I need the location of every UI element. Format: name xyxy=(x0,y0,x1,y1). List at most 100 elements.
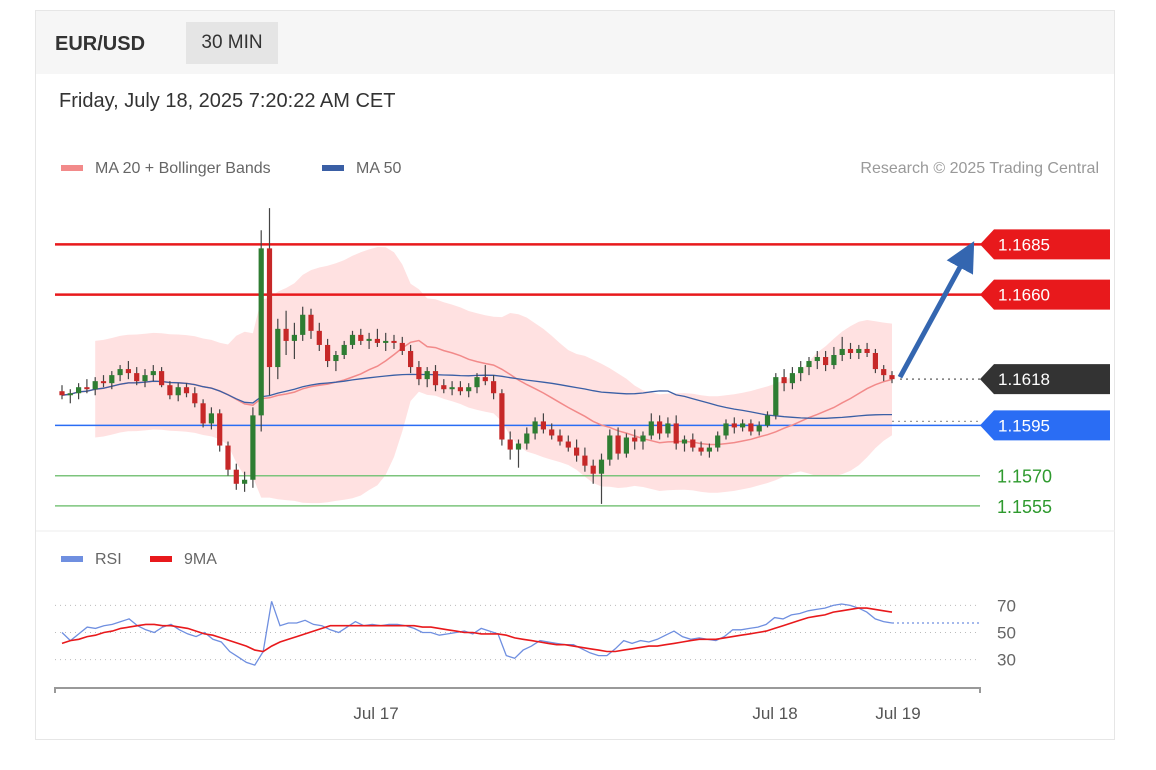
rsi-tick-label: 30 xyxy=(997,651,1016,670)
candle-body xyxy=(881,369,887,376)
candle-body xyxy=(507,439,513,450)
candle-body xyxy=(690,439,696,448)
candle-body xyxy=(374,338,380,343)
candle-body xyxy=(491,381,497,394)
candle xyxy=(823,350,829,372)
candle xyxy=(283,310,289,355)
candle-body xyxy=(515,443,522,450)
chart-header: EUR/USD 30 MIN xyxy=(36,11,1114,74)
candle-body xyxy=(756,425,762,432)
candle-body xyxy=(424,371,430,380)
candle-body xyxy=(673,423,679,444)
rsi-legend-label: RSI xyxy=(95,551,122,568)
candle-body xyxy=(648,421,654,436)
candle xyxy=(142,369,148,388)
candle xyxy=(549,423,555,440)
candle xyxy=(117,365,123,382)
ma9-legend-label: 9MA xyxy=(184,551,217,568)
candle xyxy=(491,375,497,400)
candle xyxy=(623,433,629,458)
candle xyxy=(208,407,214,430)
candle-body xyxy=(175,387,181,396)
candle-body xyxy=(582,455,588,466)
candle xyxy=(266,208,273,396)
candle-body xyxy=(466,387,472,392)
candle-body xyxy=(92,381,98,390)
candle xyxy=(109,371,115,390)
candle xyxy=(582,447,588,472)
candle xyxy=(814,350,820,370)
candle-body xyxy=(715,435,721,448)
candle xyxy=(657,415,663,440)
candle-body xyxy=(316,330,322,345)
candle-body xyxy=(125,369,131,374)
candle xyxy=(167,381,173,400)
candle xyxy=(366,332,372,349)
candle-body xyxy=(856,348,862,353)
candle xyxy=(690,433,696,452)
candle-body xyxy=(574,447,580,456)
candle xyxy=(681,435,688,452)
candle-body xyxy=(798,367,804,374)
candle xyxy=(748,419,754,436)
candle xyxy=(557,429,563,446)
candle xyxy=(474,373,480,394)
minor-support-label: 1.1555 xyxy=(997,497,1052,517)
candle-body xyxy=(607,435,613,460)
candle xyxy=(839,336,845,362)
candle-body xyxy=(814,357,820,362)
candle xyxy=(764,411,771,428)
candle xyxy=(482,365,488,386)
candle-body xyxy=(242,479,248,484)
candle-body xyxy=(706,447,712,452)
candle-body xyxy=(432,371,439,386)
candle xyxy=(300,306,306,341)
candle-body xyxy=(167,385,173,396)
candle-body xyxy=(283,328,289,341)
time-axis-label: Jul 19 xyxy=(875,704,920,723)
candle xyxy=(217,409,223,452)
timeframe-badge[interactable]: 30 MIN xyxy=(186,22,278,64)
candle xyxy=(457,381,463,396)
candle xyxy=(424,367,430,388)
candle xyxy=(341,340,347,360)
candle-body xyxy=(681,439,688,444)
candle-body xyxy=(67,393,73,396)
candle-body xyxy=(781,377,787,384)
candle-body xyxy=(474,377,480,388)
candle-body xyxy=(872,352,878,370)
candle-body xyxy=(665,423,671,434)
candle xyxy=(789,367,795,390)
candle xyxy=(250,407,256,488)
candle-body xyxy=(565,441,571,448)
candle xyxy=(872,348,878,374)
candle xyxy=(673,415,679,450)
candle-body xyxy=(723,423,729,436)
candle xyxy=(192,387,198,408)
resistance-label: 1.1685 xyxy=(998,235,1050,254)
candle xyxy=(781,369,787,392)
candle-body xyxy=(192,393,198,404)
candle-body xyxy=(258,248,264,416)
candle xyxy=(225,441,231,476)
candle xyxy=(333,350,339,372)
candle xyxy=(200,399,206,428)
timestamp: Friday, July 18, 2025 7:20:22 AM CET xyxy=(59,90,396,112)
candle xyxy=(640,431,646,450)
candle xyxy=(864,342,870,358)
candle-body xyxy=(200,403,206,424)
candle xyxy=(449,381,455,396)
candle-body xyxy=(598,459,605,474)
candle-body xyxy=(748,423,754,432)
minor-support-label: 1.1570 xyxy=(997,467,1052,487)
candle xyxy=(648,413,654,440)
candle-body xyxy=(142,375,148,382)
rsi-ma9-line xyxy=(61,607,893,653)
candle-body xyxy=(59,391,65,396)
candle xyxy=(466,383,472,398)
ma20-legend-swatch xyxy=(61,165,83,171)
candle xyxy=(159,367,165,388)
candle-body xyxy=(457,387,463,392)
candle-body xyxy=(847,348,854,353)
